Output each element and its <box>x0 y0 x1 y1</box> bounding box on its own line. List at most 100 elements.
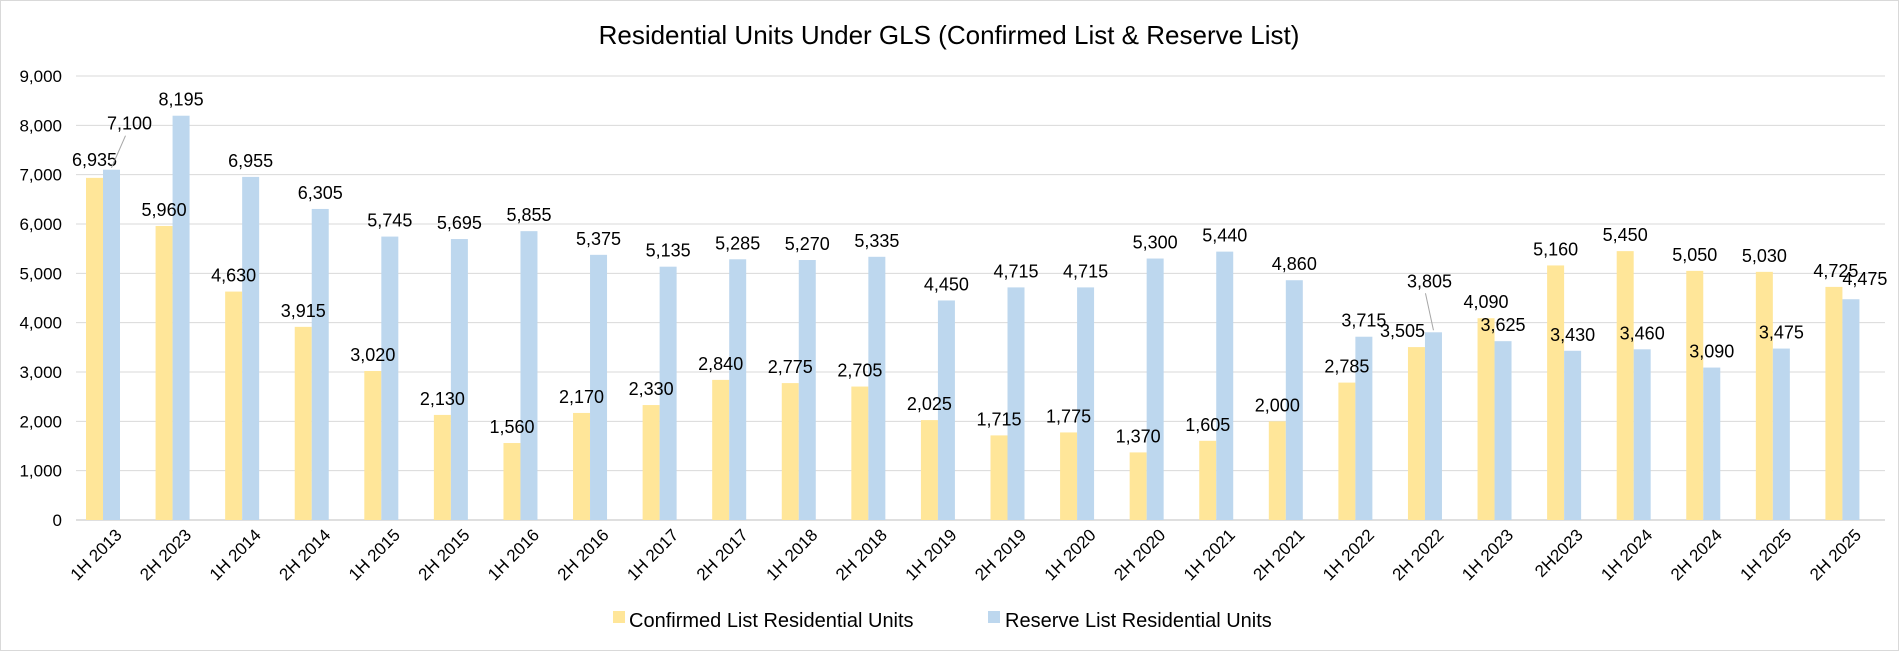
x-tick-label: 1H 2024 <box>1597 525 1656 584</box>
reserve-value-label-13: 4,715 <box>993 261 1038 281</box>
reserve-bar-2 <box>242 176 260 521</box>
reserve-value-label-22: 3,460 <box>1620 323 1665 343</box>
x-tick-label: 1H 2020 <box>1041 525 1100 584</box>
reserve-bar-14 <box>1077 287 1095 520</box>
confirmed-value-label-4: 3,020 <box>350 345 395 365</box>
confirmed-value-label-25: 4,725 <box>1813 261 1858 281</box>
reserve-value-label-12: 4,450 <box>924 274 969 294</box>
reserve-value-label-9: 5,285 <box>715 233 760 253</box>
y-axis-tick-labels: 0 1,000 2,000 3,000 4,000 5,000 6,000 7,000 8,00… <box>19 67 62 530</box>
x-tick-label: 2H 2022 <box>1389 525 1448 584</box>
confirmed-bar-9 <box>712 379 730 520</box>
x-tick-label: 1H 2013 <box>67 525 126 584</box>
confirmed-value-label-11: 2,705 <box>837 361 882 381</box>
confirmed-bar-22 <box>1616 251 1634 520</box>
confirmed-value-label-22: 5,450 <box>1603 225 1648 245</box>
confirmed-value-label-13: 1,715 <box>976 409 1021 429</box>
y-tick-label: 1,000 <box>19 462 62 481</box>
y-tick-label: 6,000 <box>19 215 62 234</box>
legend-swatch-confirmed <box>613 611 625 623</box>
confirmed-bar-5 <box>433 414 451 520</box>
y-tick-label: 5,000 <box>19 264 62 283</box>
x-tick-label: 2H 2021 <box>1250 525 1309 584</box>
reserve-value-label-23: 3,090 <box>1689 342 1734 362</box>
confirmed-value-label-16: 1,605 <box>1185 415 1230 435</box>
confirmed-bar-13 <box>990 435 1008 520</box>
confirmed-value-label-2: 4,630 <box>211 266 256 286</box>
confirmed-bar-18 <box>1338 382 1356 520</box>
data-labels: 6,935 5,960 4,630 3,915 3,020 2,130 1,560 2,170… <box>72 90 1887 447</box>
confirmed-value-label-5: 2,130 <box>420 389 465 409</box>
reserve-value-label-0: 7,100 <box>107 114 152 134</box>
y-tick-label: 7,000 <box>19 166 62 185</box>
confirmed-bar-7 <box>573 412 591 520</box>
confirmed-bar-12 <box>920 420 938 520</box>
reserve-bar-21 <box>1564 350 1582 520</box>
x-tick-label: 2H 2017 <box>693 525 752 584</box>
y-tick-label: 0 <box>53 511 62 530</box>
reserve-bar-9 <box>729 259 747 520</box>
reserve-value-label-1: 8,195 <box>159 90 204 110</box>
y-tick-label: 3,000 <box>19 363 62 382</box>
confirmed-value-label-3: 3,915 <box>281 301 326 321</box>
reserve-value-label-16: 5,440 <box>1202 226 1247 246</box>
reserve-bar-19 <box>1424 332 1442 520</box>
reserve-value-label-24: 3,475 <box>1759 323 1804 343</box>
reserve-bar-15 <box>1146 258 1164 520</box>
y-tick-label: 9,000 <box>19 67 62 86</box>
x-tick-label: 2H 2024 <box>1667 525 1726 584</box>
confirmed-bar-1 <box>155 225 173 520</box>
x-tick-label: 1H 2025 <box>1737 525 1796 584</box>
x-tick-label: 1H 2017 <box>623 525 682 584</box>
confirmed-bar-11 <box>851 386 869 520</box>
x-tick-label: 2H 2019 <box>971 525 1030 584</box>
bars <box>86 115 1860 521</box>
confirmed-bar-2 <box>225 291 243 520</box>
reserve-bar-5 <box>450 239 468 520</box>
confirmed-bar-14 <box>1060 432 1078 520</box>
reserve-value-label-19: 3,805 <box>1407 271 1452 291</box>
confirmed-bar-10 <box>781 383 799 520</box>
x-tick-label: 1H 2018 <box>762 525 821 584</box>
reserve-bar-25 <box>1842 299 1860 520</box>
confirmed-value-label-21: 5,160 <box>1533 239 1578 259</box>
legend-label-confirmed: Confirmed List Residential Units <box>629 610 914 632</box>
confirmed-value-label-24: 5,030 <box>1742 246 1787 266</box>
confirmed-value-label-6: 1,560 <box>489 417 534 437</box>
confirmed-value-label-8: 2,330 <box>629 379 674 399</box>
reserve-bar-24 <box>1772 348 1790 520</box>
reserve-value-label-14: 4,715 <box>1063 261 1108 281</box>
confirmed-value-label-18: 2,785 <box>1324 357 1369 377</box>
confirmed-value-label-10: 2,775 <box>768 357 813 377</box>
reserve-bar-10 <box>798 260 816 520</box>
confirmed-bar-20 <box>1477 318 1495 520</box>
reserve-bar-17 <box>1285 280 1303 520</box>
reserve-value-label-8: 5,135 <box>646 241 691 261</box>
reserve-bar-16 <box>1216 251 1234 521</box>
legend-label-reserve: Reserve List Residential Units <box>1005 610 1272 632</box>
reserve-bar-0 <box>103 169 120 520</box>
reserve-value-label-15: 5,300 <box>1133 233 1178 253</box>
reserve-value-label-18: 3,715 <box>1341 311 1386 331</box>
confirmed-value-label-14: 1,775 <box>1046 406 1091 426</box>
confirmed-bar-24 <box>1755 271 1773 520</box>
reserve-bar-23 <box>1703 367 1721 520</box>
x-tick-label: 1H 2021 <box>1180 525 1239 584</box>
reserve-value-label-20: 3,625 <box>1481 315 1526 335</box>
confirmed-value-label-15: 1,370 <box>1116 426 1161 446</box>
confirmed-bar-15 <box>1129 452 1147 520</box>
legend-swatch-reserve <box>988 611 1000 623</box>
x-tick-label: 2H 2025 <box>1806 525 1865 584</box>
reserve-bar-11 <box>868 256 886 520</box>
confirmed-bar-25 <box>1825 286 1843 520</box>
leader-line <box>1424 293 1434 331</box>
confirmed-bar-23 <box>1686 270 1704 520</box>
reserve-value-label-3: 6,305 <box>298 183 343 203</box>
reserve-bar-12 <box>937 300 955 520</box>
reserve-value-label-17: 4,860 <box>1272 254 1317 274</box>
x-tick-label: 1H 2015 <box>345 525 404 584</box>
reserve-value-label-5: 5,695 <box>437 213 482 233</box>
confirmed-bar-21 <box>1547 265 1565 520</box>
